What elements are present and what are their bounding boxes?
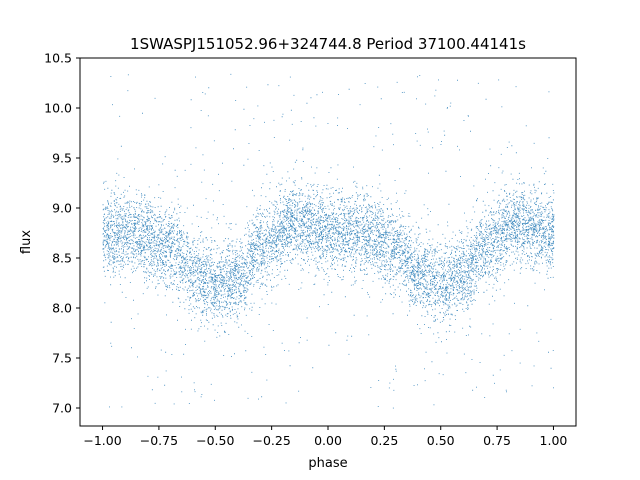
y-tick-label: 8.0 (52, 301, 72, 316)
y-tick-label: 9.5 (52, 151, 72, 166)
x-tick-label: 0.25 (370, 433, 398, 448)
y-tick-label: 10.5 (44, 51, 72, 66)
scatter-point-cloud (102, 73, 555, 409)
chart-title: 1SWASPJ151052.96+324744.8 Period 37100.4… (130, 35, 526, 53)
x-tick-label: −1.00 (83, 433, 121, 448)
y-tick-label: 10.0 (44, 101, 72, 116)
x-tick-label: −0.50 (196, 433, 234, 448)
x-tick-label: −0.75 (140, 433, 178, 448)
x-axis-label: phase (308, 456, 347, 471)
y-tick-label: 7.0 (52, 401, 72, 416)
y-tick-label: 7.5 (52, 351, 72, 366)
x-tick-label: 1.00 (540, 433, 568, 448)
x-tick-label: 0.75 (483, 433, 511, 448)
y-axis-label: flux (19, 230, 34, 254)
y-tick-label: 8.5 (52, 251, 72, 266)
x-tick-label: −0.25 (252, 433, 290, 448)
x-axis-ticks: −1.00 −0.75 −0.50 −0.25 0.00 0.25 0.50 0.75 1.00 (83, 426, 567, 448)
scatter-points (102, 73, 555, 409)
y-axis-ticks: 7.0 7.5 8.0 8.5 9.0 9.5 10.0 10.5 (44, 51, 80, 416)
y-tick-label: 9.0 (52, 201, 72, 216)
x-tick-label: 0.00 (314, 433, 342, 448)
x-tick-label: 0.50 (427, 433, 455, 448)
